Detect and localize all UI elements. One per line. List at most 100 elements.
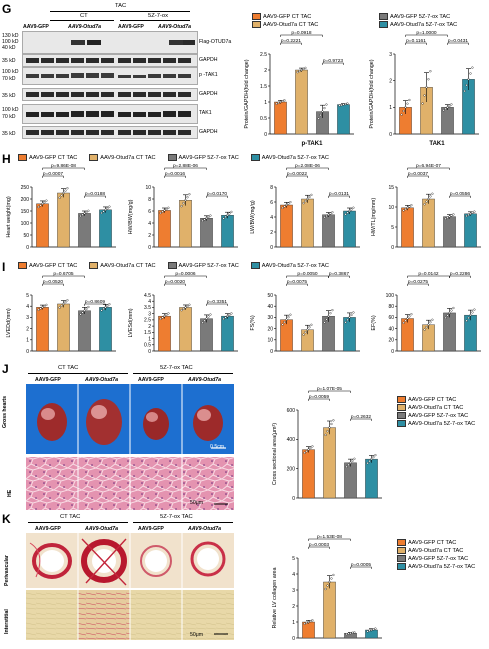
bar [323,581,336,639]
legend-swatch [397,563,406,570]
y-axis-label: Relative LV collagen area [272,567,278,628]
mw-10: 35 kD [2,131,16,137]
data-point [161,316,164,319]
legend-swatch [379,13,388,20]
y-tick-label: 15 [388,185,394,191]
data-point [308,326,311,329]
data-point [163,209,166,212]
j-lane-1: AAV9-GFP [35,377,61,383]
legend-label: AAV9-GFP CT TAC [29,154,78,161]
j-lane-3: AAV9-GFP [138,377,164,383]
data-point [471,311,474,314]
j-scale-2: 50μm [190,500,204,506]
p-value-label: p=2.88E-06 [173,163,198,169]
data-point [374,627,377,630]
bar [179,200,192,248]
mw-9: 70 kD [2,114,16,120]
data-point [305,621,308,624]
legend-label: AAV9-GFP 5Z-7-ox TAC [178,154,239,161]
legend-item: AAV9-GFP 5Z-7-ox TAC [379,13,457,20]
y-tick-label: 0 [391,349,394,355]
data-point [182,202,185,205]
data-point [372,456,375,459]
data-point [303,622,306,625]
data-point [402,209,405,212]
significance-bracket [308,546,330,549]
blot-lane-3: AAV9-GFP [118,24,144,30]
data-point [465,319,468,322]
y-tick-label: 50 [267,293,273,299]
data-point [330,422,333,426]
data-point [331,211,334,214]
data-point [406,102,409,105]
y-tick-label: 100 [21,221,30,227]
data-point [289,201,292,204]
y-tick-label: 30 [267,315,273,321]
data-point [326,430,329,433]
data-point [62,191,65,195]
blot-name-5: TAK1 [199,110,212,116]
data-point [366,630,369,633]
y-tick-label: 3 [26,315,29,321]
mw-4: 35 kD [2,58,16,64]
legend-label: AAV9-Otud7a CT TAC [408,547,464,554]
data-point [81,213,84,216]
k-ct-label: CT TAC [60,514,81,520]
y-tick-label: 1 [148,336,151,342]
interstitial-strip [26,590,234,640]
data-point [342,103,345,106]
chart-lw-bw: 0 2 4 6 8 LW/BW(mg/g) p=2.08E-06 p=0.0022 p=0.01… [250,163,360,251]
mw-1: 130 kD [2,33,19,39]
k-lane-1: AAV9-GFP [35,526,61,532]
y-axis-label: EF(%) [371,315,377,330]
y-tick-label: 1.5 [260,84,267,90]
legend-item: AAV9-Otud7a 5Z-7-ox TAC [379,21,457,28]
legend-swatch [397,396,406,403]
data-point [329,312,332,315]
k-5z-label: 5Z-7-ox TAC [160,514,193,520]
data-point [226,214,229,217]
perivascular-strip [26,533,234,588]
data-point [331,309,334,312]
chart-fs: 0 10 20 30 40 50 FS(%) p=0.0050 p=0.0075 p=0.3867 [250,271,360,355]
y-tick-label: 10 [388,205,394,211]
y-tick-label: 3 [148,311,151,317]
mw-8: 100 kD [2,107,19,113]
legend-item: AAV9-Otud7a 5Z-7-ox TAC [250,154,329,161]
blot-5z-line [120,20,190,21]
data-point [423,94,426,97]
bar [36,307,49,352]
p-value-label: p=0.0016 [165,171,185,177]
data-point [285,203,288,207]
data-point [224,215,227,218]
data-point [45,303,48,306]
p-value-label: p=0.0170 [207,191,227,197]
legend-item: AAV9-Otud7a CT TAC [397,404,475,411]
k-scale: 50μm [190,632,204,638]
data-point [302,67,305,71]
bar [221,215,234,248]
y-tick-label: 20 [267,326,273,332]
legend-item: AAV9-Otud7a CT TAC [89,262,156,269]
y-tick-label: 6 [270,200,273,206]
data-point [423,203,426,206]
data-point [43,305,46,308]
j-row-gross: Gross hearts [2,395,8,428]
p-value-label: p=0.0020 [165,279,185,285]
data-point [307,620,310,624]
legend-item: AAV9-GFP CT TAC [252,13,318,20]
legend-item: AAV9-Otud7a 5Z-7-ox TAC [250,262,329,269]
legend-swatch [397,539,406,546]
data-point [366,462,369,465]
mw-6: 70 kD [2,76,16,82]
data-point [400,113,403,116]
data-point [104,208,107,211]
data-point [406,206,409,209]
data-point [450,309,453,312]
data-point [350,313,353,317]
data-point [448,215,451,218]
data-point [353,457,356,460]
data-point [39,204,42,207]
data-point [323,107,326,110]
legend-label: AAV9-Otud7a 5Z-7-ox TAC [261,154,329,161]
